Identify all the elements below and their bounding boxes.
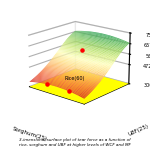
Text: 3-imensional surface plot of tear force as a function of
rice, sorghum and UBF a: 3-imensional surface plot of tear force … [19,138,131,147]
X-axis label: Sorghum(25): Sorghum(25) [11,126,47,142]
Y-axis label: UBF(25): UBF(25) [128,123,150,137]
